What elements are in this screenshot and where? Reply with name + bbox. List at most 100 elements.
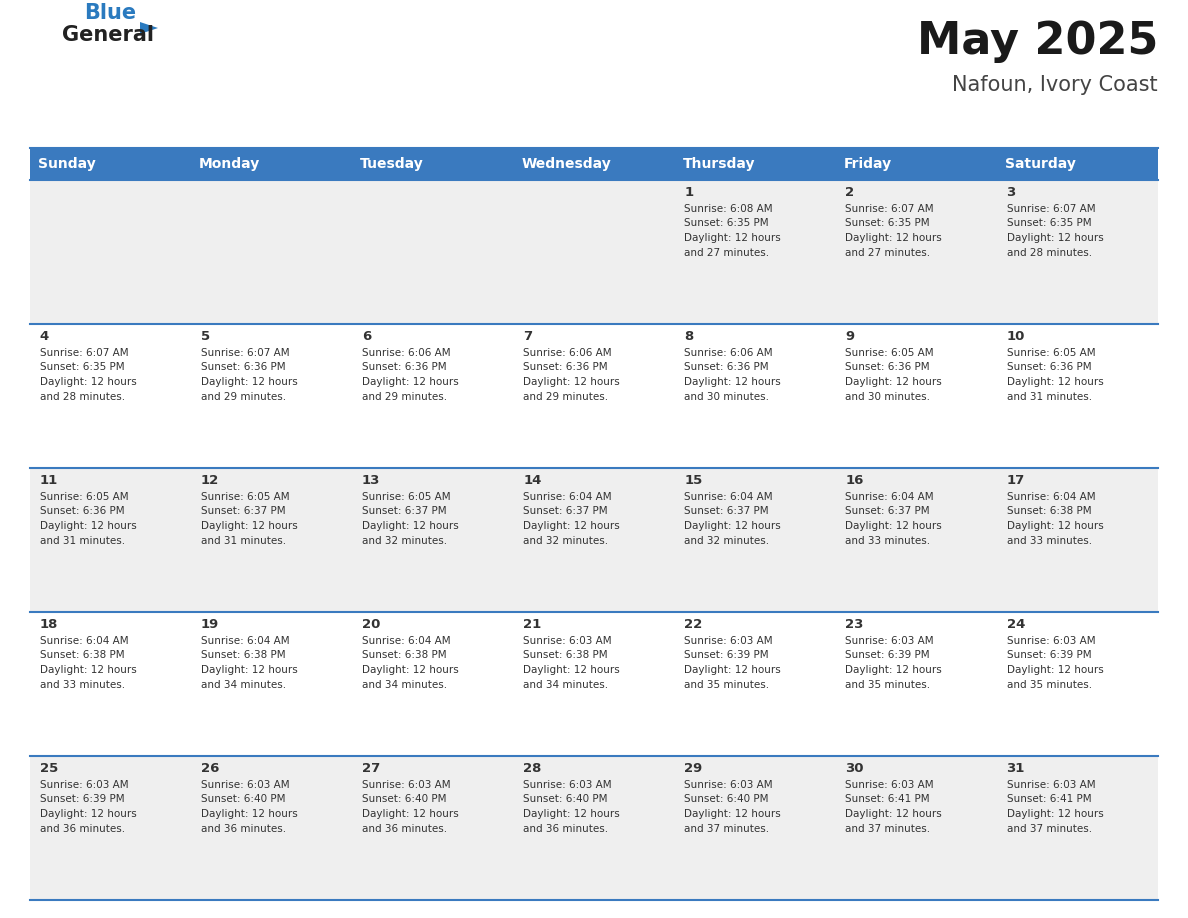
- Text: Daylight: 12 hours: Daylight: 12 hours: [684, 377, 781, 387]
- Text: Monday: Monday: [200, 157, 260, 171]
- Text: Sunrise: 6:03 AM: Sunrise: 6:03 AM: [684, 636, 773, 646]
- Text: Tuesday: Tuesday: [360, 157, 424, 171]
- Text: Sunrise: 6:03 AM: Sunrise: 6:03 AM: [1006, 780, 1095, 790]
- Text: 12: 12: [201, 474, 219, 487]
- Text: 15: 15: [684, 474, 702, 487]
- Text: 3: 3: [1006, 186, 1016, 199]
- Text: and 31 minutes.: and 31 minutes.: [39, 535, 125, 545]
- Text: Blue: Blue: [84, 3, 137, 23]
- Text: and 29 minutes.: and 29 minutes.: [523, 391, 608, 401]
- Text: Daylight: 12 hours: Daylight: 12 hours: [523, 377, 620, 387]
- Bar: [835, 756, 997, 900]
- Text: Sunset: 6:40 PM: Sunset: 6:40 PM: [362, 794, 447, 804]
- Bar: [353, 612, 513, 756]
- Text: and 27 minutes.: and 27 minutes.: [684, 248, 770, 258]
- Text: 25: 25: [39, 762, 58, 775]
- Text: Sunrise: 6:07 AM: Sunrise: 6:07 AM: [846, 204, 934, 214]
- Text: and 29 minutes.: and 29 minutes.: [362, 391, 447, 401]
- Text: and 34 minutes.: and 34 minutes.: [201, 679, 286, 689]
- Bar: [675, 180, 835, 324]
- Text: 10: 10: [1006, 330, 1025, 343]
- Text: Daylight: 12 hours: Daylight: 12 hours: [362, 377, 459, 387]
- Text: and 36 minutes.: and 36 minutes.: [39, 823, 125, 834]
- Text: Sunrise: 6:05 AM: Sunrise: 6:05 AM: [1006, 348, 1095, 358]
- Text: Sunset: 6:38 PM: Sunset: 6:38 PM: [1006, 507, 1091, 517]
- Bar: [353, 756, 513, 900]
- Text: Daylight: 12 hours: Daylight: 12 hours: [846, 233, 942, 243]
- Text: Sunset: 6:38 PM: Sunset: 6:38 PM: [39, 651, 125, 660]
- Text: Sunset: 6:39 PM: Sunset: 6:39 PM: [1006, 651, 1091, 660]
- Text: Sunset: 6:37 PM: Sunset: 6:37 PM: [846, 507, 930, 517]
- Text: and 37 minutes.: and 37 minutes.: [846, 823, 930, 834]
- Text: and 31 minutes.: and 31 minutes.: [201, 535, 286, 545]
- Text: Daylight: 12 hours: Daylight: 12 hours: [201, 377, 297, 387]
- Text: and 33 minutes.: and 33 minutes.: [39, 679, 125, 689]
- Text: Sunrise: 6:05 AM: Sunrise: 6:05 AM: [39, 492, 128, 502]
- Text: Sunday: Sunday: [38, 157, 96, 171]
- Text: Sunset: 6:38 PM: Sunset: 6:38 PM: [201, 651, 285, 660]
- Text: Sunrise: 6:04 AM: Sunrise: 6:04 AM: [1006, 492, 1095, 502]
- Text: Daylight: 12 hours: Daylight: 12 hours: [684, 809, 781, 819]
- Text: 1: 1: [684, 186, 694, 199]
- Bar: [675, 612, 835, 756]
- Text: Sunrise: 6:05 AM: Sunrise: 6:05 AM: [846, 348, 934, 358]
- Text: 2: 2: [846, 186, 854, 199]
- Text: Sunrise: 6:07 AM: Sunrise: 6:07 AM: [201, 348, 290, 358]
- Text: Daylight: 12 hours: Daylight: 12 hours: [39, 665, 137, 675]
- Text: Sunset: 6:40 PM: Sunset: 6:40 PM: [523, 794, 607, 804]
- Text: 24: 24: [1006, 618, 1025, 631]
- Text: 18: 18: [39, 618, 58, 631]
- Text: Daylight: 12 hours: Daylight: 12 hours: [523, 809, 620, 819]
- Text: Daylight: 12 hours: Daylight: 12 hours: [846, 809, 942, 819]
- Bar: [835, 148, 997, 180]
- Text: Sunset: 6:41 PM: Sunset: 6:41 PM: [846, 794, 930, 804]
- Text: Daylight: 12 hours: Daylight: 12 hours: [1006, 809, 1104, 819]
- Text: and 29 minutes.: and 29 minutes.: [201, 391, 286, 401]
- Bar: [191, 148, 353, 180]
- Text: Daylight: 12 hours: Daylight: 12 hours: [39, 521, 137, 531]
- Text: Daylight: 12 hours: Daylight: 12 hours: [1006, 521, 1104, 531]
- Text: and 30 minutes.: and 30 minutes.: [684, 391, 770, 401]
- Text: 6: 6: [362, 330, 371, 343]
- Text: Daylight: 12 hours: Daylight: 12 hours: [684, 665, 781, 675]
- Text: Sunset: 6:40 PM: Sunset: 6:40 PM: [201, 794, 285, 804]
- Text: Daylight: 12 hours: Daylight: 12 hours: [684, 233, 781, 243]
- Text: Sunrise: 6:04 AM: Sunrise: 6:04 AM: [201, 636, 290, 646]
- Bar: [191, 612, 353, 756]
- Text: Nafoun, Ivory Coast: Nafoun, Ivory Coast: [953, 75, 1158, 95]
- Text: Sunset: 6:35 PM: Sunset: 6:35 PM: [684, 218, 769, 229]
- Text: 27: 27: [362, 762, 380, 775]
- Bar: [997, 468, 1158, 612]
- Bar: [675, 756, 835, 900]
- Text: and 32 minutes.: and 32 minutes.: [362, 535, 447, 545]
- Text: Sunrise: 6:03 AM: Sunrise: 6:03 AM: [846, 636, 934, 646]
- Bar: [997, 324, 1158, 468]
- Text: and 37 minutes.: and 37 minutes.: [684, 823, 770, 834]
- Text: Sunset: 6:37 PM: Sunset: 6:37 PM: [523, 507, 608, 517]
- Text: Sunrise: 6:03 AM: Sunrise: 6:03 AM: [846, 780, 934, 790]
- Text: Sunrise: 6:03 AM: Sunrise: 6:03 AM: [201, 780, 290, 790]
- Bar: [353, 148, 513, 180]
- Bar: [835, 180, 997, 324]
- Text: and 32 minutes.: and 32 minutes.: [684, 535, 770, 545]
- Bar: [353, 180, 513, 324]
- Bar: [513, 180, 675, 324]
- Text: Daylight: 12 hours: Daylight: 12 hours: [362, 665, 459, 675]
- Text: Sunrise: 6:06 AM: Sunrise: 6:06 AM: [523, 348, 612, 358]
- Text: and 36 minutes.: and 36 minutes.: [201, 823, 286, 834]
- Text: Sunrise: 6:06 AM: Sunrise: 6:06 AM: [362, 348, 450, 358]
- Bar: [30, 612, 191, 756]
- Text: and 35 minutes.: and 35 minutes.: [1006, 679, 1092, 689]
- Text: Daylight: 12 hours: Daylight: 12 hours: [523, 521, 620, 531]
- Text: Sunset: 6:36 PM: Sunset: 6:36 PM: [39, 507, 125, 517]
- Text: Sunset: 6:36 PM: Sunset: 6:36 PM: [201, 363, 285, 373]
- Text: and 36 minutes.: and 36 minutes.: [362, 823, 447, 834]
- Bar: [997, 612, 1158, 756]
- Text: and 35 minutes.: and 35 minutes.: [684, 679, 770, 689]
- Text: Sunset: 6:40 PM: Sunset: 6:40 PM: [684, 794, 769, 804]
- Text: and 34 minutes.: and 34 minutes.: [523, 679, 608, 689]
- Text: Sunrise: 6:03 AM: Sunrise: 6:03 AM: [39, 780, 128, 790]
- Text: Sunset: 6:36 PM: Sunset: 6:36 PM: [362, 363, 447, 373]
- Bar: [675, 324, 835, 468]
- Bar: [191, 180, 353, 324]
